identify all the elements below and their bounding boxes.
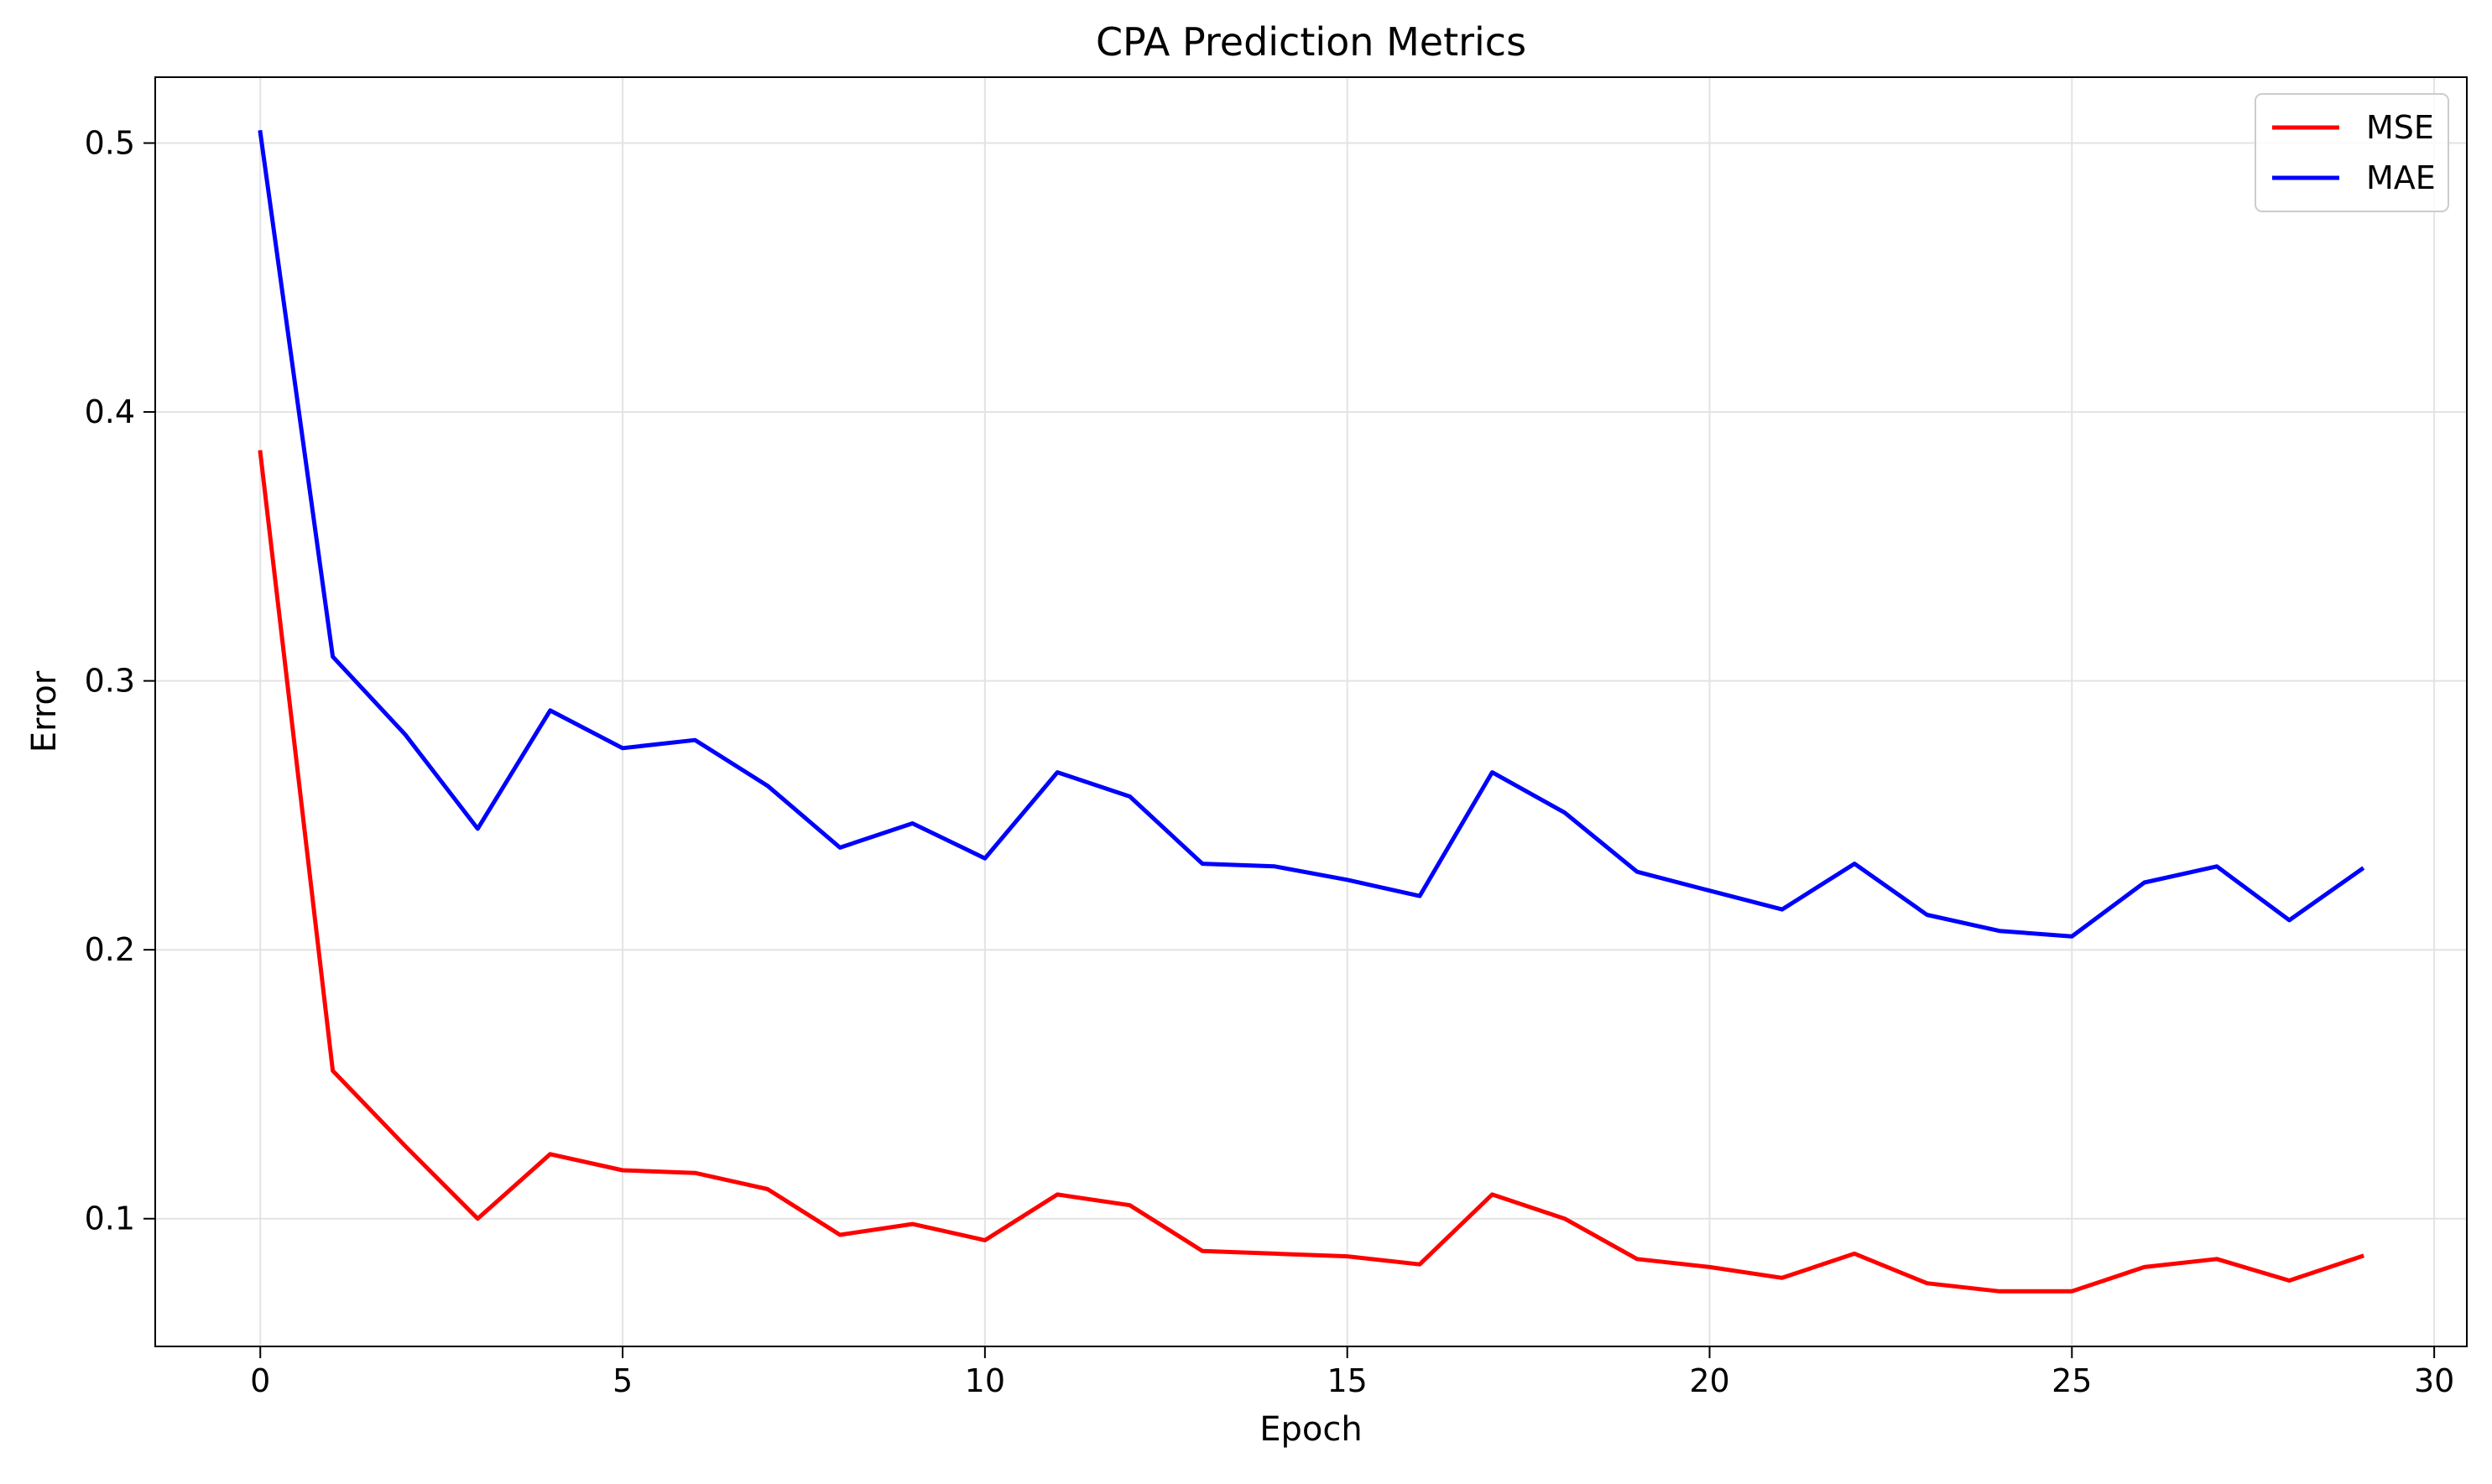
- y-tick-label: 0.2: [85, 931, 135, 968]
- legend-label-mae: MAE: [2366, 159, 2436, 196]
- x-tick-label: 0: [250, 1362, 270, 1399]
- legend-box: [2255, 93, 2449, 212]
- grid: [155, 77, 2467, 1346]
- x-tick-label: 30: [2414, 1362, 2454, 1399]
- y-axis-ticks: 0.1 0.2 0.3 0.4 0.5: [85, 125, 155, 1237]
- y-tick-label: 0.1: [85, 1200, 135, 1237]
- series-line-mae: [258, 129, 2365, 939]
- x-tick-label: 20: [1689, 1362, 1729, 1399]
- chart-title: CPA Prediction Metrics: [1096, 19, 1526, 65]
- x-tick-label: 25: [2051, 1362, 2092, 1399]
- series-line-mse: [258, 450, 2364, 1294]
- y-tick-label: 0.3: [85, 663, 135, 700]
- y-tick-label: 0.4: [85, 393, 135, 430]
- y-axis-label: Error: [25, 670, 64, 752]
- series-lines: [258, 129, 2365, 1294]
- x-tick-label: 5: [613, 1362, 633, 1399]
- x-tick-label: 15: [1327, 1362, 1368, 1399]
- legend: MSE MAE: [2255, 93, 2449, 212]
- y-tick-label: 0.5: [85, 125, 135, 162]
- legend-label-mse: MSE: [2366, 109, 2434, 146]
- x-tick-label: 10: [965, 1362, 1005, 1399]
- x-axis-label: Epoch: [1259, 1410, 1362, 1449]
- plot-area-frame: [154, 76, 2468, 1347]
- x-axis-ticks: 0 5 10 15 20 25 30: [250, 1346, 2454, 1399]
